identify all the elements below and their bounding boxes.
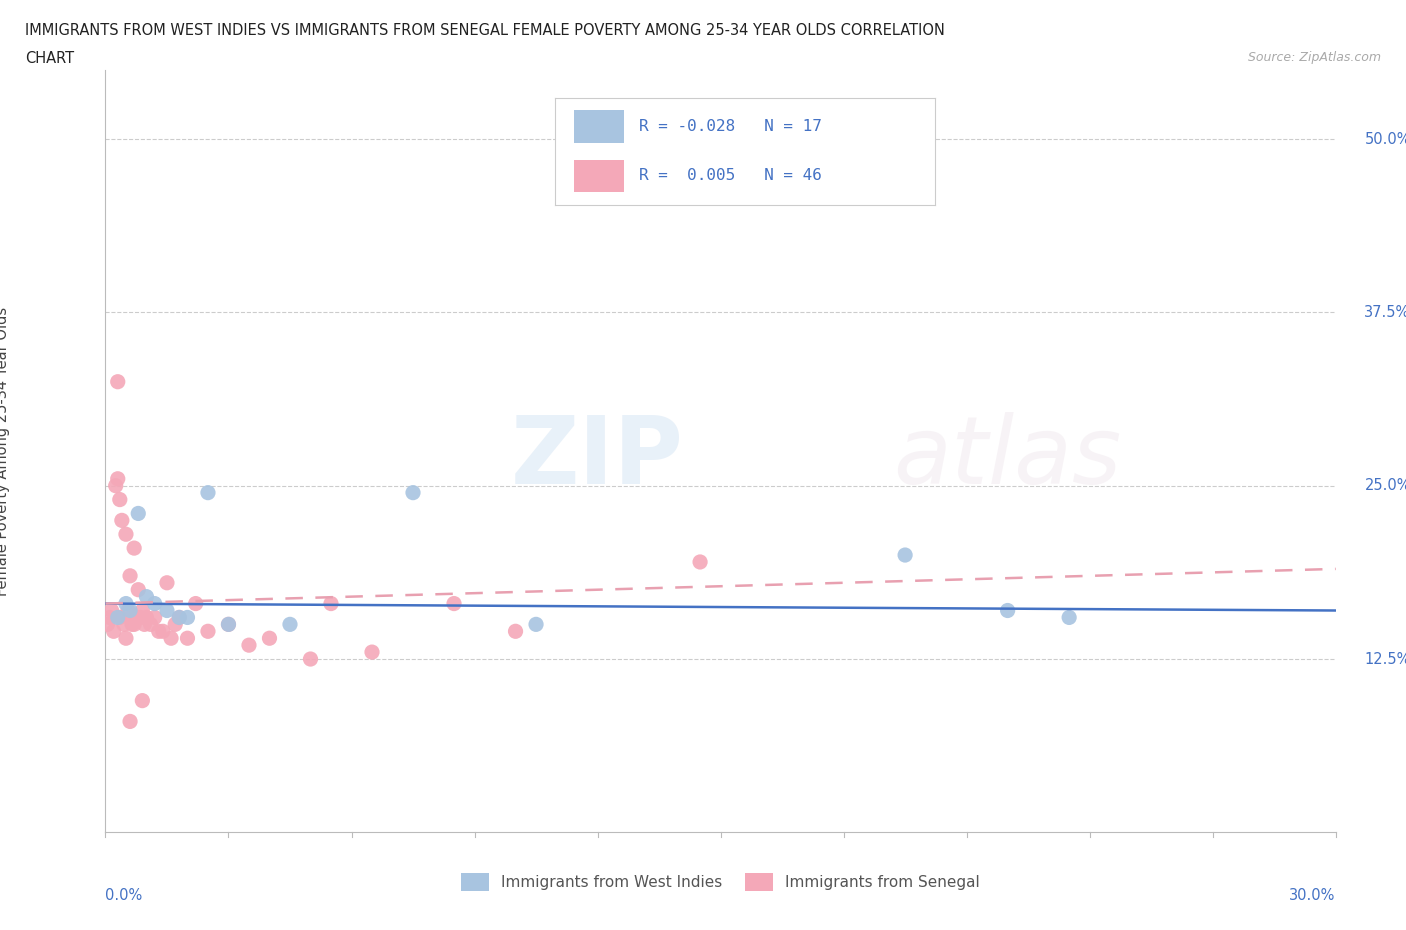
Point (125, 610, 148, 625)
Point (111, 513, 134, 528)
Bar (575, 160, 624, 192)
Point (120, 714, 141, 729)
Point (361, 644, 384, 659)
Point (143, 610, 166, 625)
Point (139, 617, 162, 631)
Point (98, 610, 121, 625)
Text: atlas: atlas (893, 413, 1122, 503)
Point (117, 603, 139, 618)
Text: ZIP: ZIP (512, 412, 683, 504)
Point (505, 624, 527, 639)
Point (197, 485, 219, 500)
Point (184, 596, 207, 611)
Point (115, 596, 138, 611)
Point (218, 617, 240, 631)
Point (238, 638, 260, 653)
Point (127, 582, 149, 597)
Point (169, 610, 191, 625)
Point (115, 526, 138, 541)
Point (997, 603, 1019, 618)
Legend: Immigrants from West Indies, Immigrants from Senegal: Immigrants from West Indies, Immigrants … (456, 868, 986, 897)
Point (120, 568, 141, 583)
Point (108, 610, 131, 625)
Point (96, 617, 118, 631)
Point (129, 610, 152, 625)
Point (160, 631, 183, 645)
Point (319, 596, 342, 611)
Point (135, 610, 157, 625)
Point (127, 506, 149, 521)
Point (259, 631, 281, 645)
Text: 25.0%: 25.0% (1364, 478, 1406, 493)
Point (135, 590, 157, 604)
Point (121, 617, 143, 631)
Text: 12.5%: 12.5% (1364, 652, 1406, 667)
Point (143, 596, 166, 611)
Point (122, 540, 145, 555)
Point (152, 624, 174, 639)
Point (176, 610, 198, 625)
Point (103, 624, 125, 639)
Point (108, 492, 131, 507)
Point (165, 617, 187, 631)
Point (107, 374, 129, 389)
Point (218, 617, 240, 631)
Point (112, 617, 135, 631)
Point (134, 617, 156, 631)
Text: 0.0%: 0.0% (105, 888, 142, 903)
Text: 30.0%: 30.0% (1289, 888, 1336, 903)
Point (156, 603, 179, 618)
Point (122, 617, 145, 631)
Text: Source: ZipAtlas.com: Source: ZipAtlas.com (1247, 51, 1381, 64)
Point (894, 548, 917, 563)
Point (197, 624, 219, 639)
Text: CHART: CHART (25, 51, 75, 66)
Text: 50.0%: 50.0% (1364, 131, 1406, 147)
Point (689, 554, 711, 569)
Point (524, 617, 547, 631)
Point (402, 485, 425, 500)
Text: 37.5%: 37.5% (1364, 305, 1406, 320)
Point (176, 631, 198, 645)
Point (443, 596, 465, 611)
Text: IMMIGRANTS FROM WEST INDIES VS IMMIGRANTS FROM SENEGAL FEMALE POVERTY AMONG 25-3: IMMIGRANTS FROM WEST INDIES VS IMMIGRANT… (25, 23, 945, 38)
Point (104, 478, 127, 493)
Point (131, 603, 153, 618)
Text: R =  0.005   N = 46: R = 0.005 N = 46 (638, 168, 821, 183)
Point (148, 624, 170, 639)
Point (131, 693, 153, 708)
Point (107, 610, 129, 625)
Point (100, 603, 122, 618)
Point (107, 472, 129, 486)
Bar (575, 111, 624, 142)
Point (156, 576, 179, 591)
Point (115, 631, 138, 645)
Text: R = -0.028   N = 17: R = -0.028 N = 17 (638, 119, 821, 134)
Point (299, 652, 322, 667)
Point (169, 610, 191, 625)
Point (278, 617, 301, 631)
Point (1057, 610, 1080, 625)
Point (120, 603, 141, 618)
Text: Female Poverty Among 25-34 Year Olds: Female Poverty Among 25-34 Year Olds (0, 307, 10, 595)
